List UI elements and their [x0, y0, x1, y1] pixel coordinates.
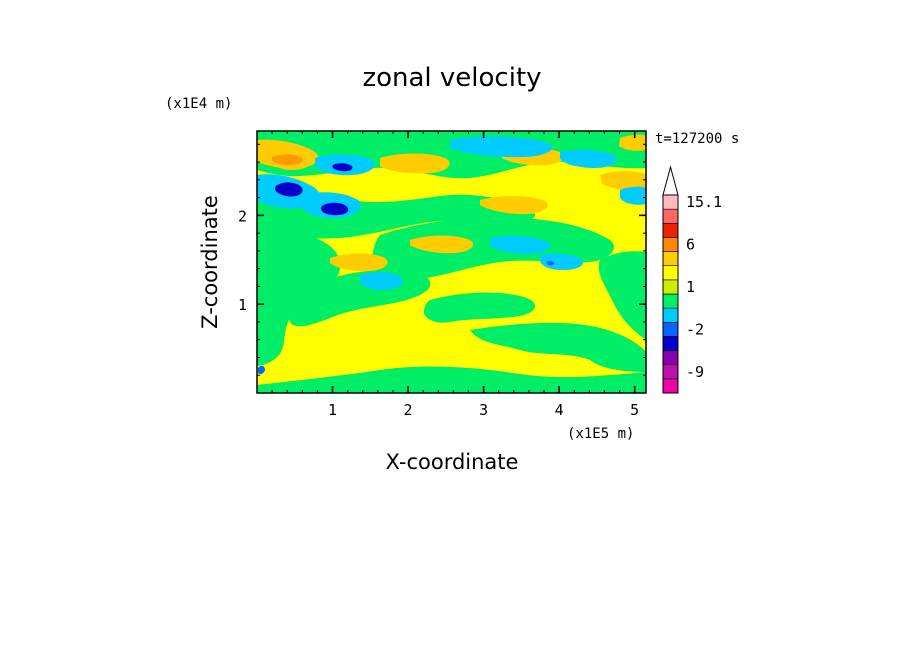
x-unit-label: (x1E5 m)	[567, 426, 634, 442]
contour-green-mid2	[371, 217, 614, 281]
contour-darkorange-1	[271, 154, 303, 165]
y-unit-label: (x1E4 m)	[165, 96, 232, 112]
contour-blue-3	[332, 163, 353, 172]
contour-blue-1	[275, 182, 303, 197]
x-axis: 1 2 3 4 5	[271, 131, 639, 419]
colorbar-extend-arrow	[662, 165, 679, 196]
colorbar-label: 6	[686, 236, 695, 254]
contour-cyan-5	[560, 149, 617, 168]
contour-orange-7	[600, 171, 646, 191]
plot-frame	[256, 130, 647, 394]
colorbar-frame	[662, 194, 679, 394]
colorbar-swatch	[662, 279, 679, 295]
contour-cyan-7	[540, 253, 583, 270]
contour-green-lower	[470, 322, 646, 372]
x-tick-label: 4	[555, 401, 564, 419]
contour-orange-2	[380, 153, 450, 174]
colorbar-swatch	[662, 378, 679, 394]
y-tick-label: 1	[238, 296, 247, 314]
colorbar-swatch	[662, 321, 679, 337]
x-tick-label: 5	[630, 401, 639, 419]
colorbar-swatch	[662, 237, 679, 252]
time-label: t=127200 s	[655, 131, 739, 147]
contour-green-center	[423, 292, 535, 323]
colorbar-swatch	[662, 208, 679, 224]
colorbar-swatch	[662, 222, 679, 238]
colorbar-swatch	[662, 307, 679, 323]
y-tick-label: 2	[238, 207, 247, 225]
contour-blue-4	[546, 260, 554, 266]
colorbar-swatch	[662, 336, 679, 351]
colorbar-swatch	[662, 251, 679, 267]
colorbar: 15.1 6 1 -2 -9	[662, 165, 722, 394]
contour-orange-4	[410, 235, 474, 254]
colorbar-swatch	[662, 293, 679, 309]
contour-orange-9	[619, 134, 646, 151]
contour-orange-6	[480, 195, 548, 215]
contour-cyan-8	[359, 272, 403, 290]
contour-blue-5	[258, 365, 265, 375]
contour-blue-2	[321, 202, 349, 216]
contour-green-bottom	[257, 366, 646, 393]
y-axis: 12	[238, 143, 646, 376]
colorbar-swatch	[662, 350, 679, 366]
y-axis-label: Z-coordinate	[198, 195, 222, 329]
contour-field	[257, 131, 646, 393]
chart-title: zonal velocity	[362, 63, 541, 93]
colorbar-label: 1	[686, 278, 695, 296]
colorbar-swatch	[662, 364, 679, 380]
x-axis-label: X-coordinate	[386, 450, 519, 474]
colorbar-label: -2	[686, 320, 704, 338]
colorbar-swatch	[662, 265, 679, 281]
colorbar-label: 15.1	[686, 193, 722, 211]
contour-cyan-9	[620, 186, 646, 205]
x-tick-label: 1	[328, 401, 337, 419]
contour-orange-5	[330, 253, 388, 272]
contour-cyan-4	[450, 136, 553, 158]
x-tick-label: 3	[479, 401, 488, 419]
x-tick-label: 2	[404, 401, 413, 419]
contour-green-right	[598, 251, 646, 340]
colorbar-label: -9	[686, 363, 704, 381]
contour-cyan-6	[490, 235, 551, 254]
colorbar-swatch	[662, 194, 679, 210]
